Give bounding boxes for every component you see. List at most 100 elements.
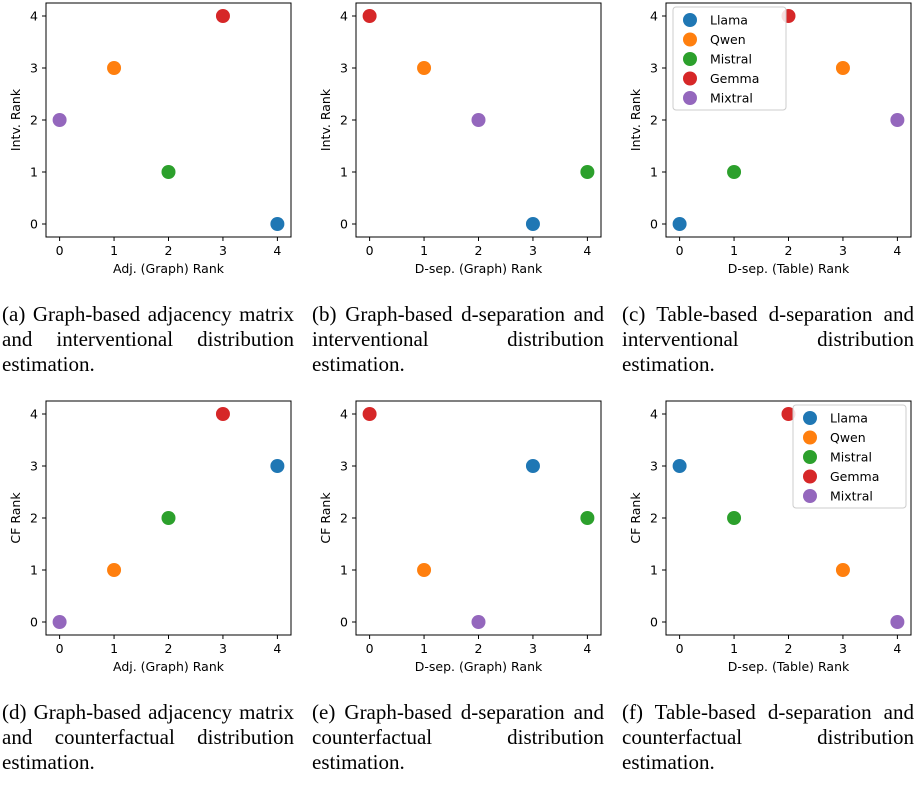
point-qwen bbox=[107, 61, 122, 75]
legend-label-qwen: Qwen bbox=[710, 32, 746, 47]
x-tick-label: 2 bbox=[475, 243, 483, 258]
point-mixtral bbox=[471, 615, 486, 629]
point-qwen bbox=[417, 61, 432, 75]
point-qwen bbox=[835, 61, 850, 75]
legend-marker-mistral bbox=[803, 450, 817, 464]
y-tick-label: 3 bbox=[30, 61, 38, 76]
legend-label-llama: Llama bbox=[830, 411, 868, 426]
legend-marker-llama bbox=[683, 13, 697, 27]
x-tick-label: 2 bbox=[475, 641, 483, 656]
y-tick-label: 1 bbox=[650, 165, 658, 180]
point-gemma bbox=[781, 407, 796, 421]
x-axis-label: D-sep. (Graph) Rank bbox=[415, 659, 543, 674]
y-tick-label: 3 bbox=[30, 459, 38, 474]
y-tick-label: 1 bbox=[30, 563, 38, 578]
point-gemma bbox=[215, 407, 230, 421]
y-tick-label: 1 bbox=[340, 165, 348, 180]
point-mixtral bbox=[890, 113, 905, 127]
x-tick-label: 4 bbox=[583, 641, 591, 656]
y-tick-label: 3 bbox=[340, 61, 348, 76]
x-tick-label: 4 bbox=[273, 641, 281, 656]
caption-f: (f) Table-based d-separation and counter… bbox=[622, 700, 914, 774]
x-tick-label: 3 bbox=[839, 243, 847, 258]
panel-f: 0 1 2 3 4 0 1 2 3 4 D-sep. (Table) Rank CF Rank Llam… bbox=[620, 398, 920, 786]
y-tick-label: 0 bbox=[340, 217, 348, 232]
legend-marker-llama bbox=[803, 411, 817, 425]
x-tick-label: 1 bbox=[730, 243, 738, 258]
y-tick-label: 2 bbox=[30, 511, 38, 526]
legend-label-gemma: Gemma bbox=[710, 71, 759, 86]
y-tick-label: 1 bbox=[340, 563, 348, 578]
y-tick-label: 3 bbox=[340, 459, 348, 474]
y-tick-label: 4 bbox=[340, 407, 348, 422]
legend-marker-mistral bbox=[683, 52, 697, 66]
x-tick-label: 3 bbox=[219, 641, 227, 656]
legend-marker-mixtral bbox=[683, 91, 697, 105]
x-tick-label: 0 bbox=[676, 243, 684, 258]
scatter-chart-b: 0 1 2 3 4 0 1 2 3 4 D-sep. (Graph) Rank Intv. Rank bbox=[318, 2, 602, 276]
point-llama bbox=[672, 217, 687, 231]
point-qwen bbox=[107, 563, 122, 577]
y-tick-label: 1 bbox=[650, 563, 658, 578]
y-tick-label: 0 bbox=[650, 615, 658, 630]
point-llama bbox=[525, 217, 540, 231]
x-axis-label: Adj. (Graph) Rank bbox=[113, 659, 225, 674]
legend-marker-mixtral bbox=[803, 489, 817, 503]
point-mistral bbox=[161, 511, 176, 525]
y-tick-label: 2 bbox=[340, 113, 348, 128]
y-axis-label: Intv. Rank bbox=[628, 88, 643, 151]
x-tick-label: 1 bbox=[110, 243, 118, 258]
point-qwen bbox=[835, 563, 850, 577]
x-tick-label: 0 bbox=[366, 641, 374, 656]
y-axis-label: Intv. Rank bbox=[8, 88, 23, 151]
point-mistral bbox=[727, 165, 742, 179]
point-mixtral bbox=[471, 113, 486, 127]
caption-b: (b) Graph-based d-separation and interve… bbox=[312, 302, 604, 376]
axes-frame bbox=[45, 2, 292, 238]
axes-frame bbox=[355, 400, 602, 636]
legend-label-mixtral: Mixtral bbox=[710, 91, 753, 106]
y-tick-label: 4 bbox=[650, 407, 658, 422]
y-tick-label: 2 bbox=[650, 113, 658, 128]
point-llama bbox=[270, 459, 285, 473]
y-tick-label: 3 bbox=[650, 459, 658, 474]
x-tick-label: 1 bbox=[730, 641, 738, 656]
x-axis-label: D-sep. (Table) Rank bbox=[728, 659, 850, 674]
point-mixtral bbox=[52, 113, 67, 127]
y-tick-label: 4 bbox=[340, 9, 348, 24]
y-tick-label: 4 bbox=[30, 407, 38, 422]
x-tick-label: 2 bbox=[165, 641, 173, 656]
legend: Llama Qwen Mistral Gemma Mixtral bbox=[792, 404, 907, 509]
point-llama bbox=[672, 459, 687, 473]
caption-a: (a) Graph-based adjacency matrix and int… bbox=[2, 302, 294, 376]
panel-a: 0 1 2 3 4 0 1 2 3 4 Adj. (Graph) Rank Intv. Rank (a… bbox=[0, 0, 308, 388]
x-tick-label: 1 bbox=[420, 243, 428, 258]
point-mixtral bbox=[52, 615, 67, 629]
legend-marker-qwen bbox=[803, 430, 817, 445]
y-tick-label: 0 bbox=[650, 217, 658, 232]
y-tick-label: 3 bbox=[650, 61, 658, 76]
x-tick-label: 0 bbox=[366, 243, 374, 258]
x-tick-label: 3 bbox=[219, 243, 227, 258]
panel-b: 0 1 2 3 4 0 1 2 3 4 D-sep. (Graph) Rank Intv. Rank … bbox=[310, 0, 618, 388]
legend-marker-gemma bbox=[683, 71, 697, 86]
x-tick-label: 4 bbox=[273, 243, 281, 258]
x-axis-label: Adj. (Graph) Rank bbox=[113, 261, 225, 276]
legend: Llama Qwen Mistral Gemma Mixtral bbox=[672, 6, 787, 111]
legend-box bbox=[672, 6, 787, 111]
y-tick-label: 2 bbox=[340, 511, 348, 526]
y-tick-label: 0 bbox=[30, 217, 38, 232]
x-tick-label: 3 bbox=[529, 243, 537, 258]
point-gemma bbox=[362, 407, 377, 421]
point-llama bbox=[270, 217, 285, 231]
y-axis-label: CF Rank bbox=[628, 492, 643, 544]
caption-e: (e) Graph-based d-separation and counter… bbox=[312, 700, 604, 774]
x-tick-label: 3 bbox=[529, 641, 537, 656]
point-mixtral bbox=[890, 615, 905, 629]
caption-d: (d) Graph-based adjacency matrix and cou… bbox=[2, 700, 294, 774]
point-qwen bbox=[417, 563, 432, 577]
caption-c: (c) Table-based d-separation and interve… bbox=[622, 302, 914, 376]
scatter-chart-e: 0 1 2 3 4 0 1 2 3 4 D-sep. (Graph) Rank CF Rank bbox=[318, 400, 602, 674]
legend-marker-gemma bbox=[803, 469, 817, 484]
